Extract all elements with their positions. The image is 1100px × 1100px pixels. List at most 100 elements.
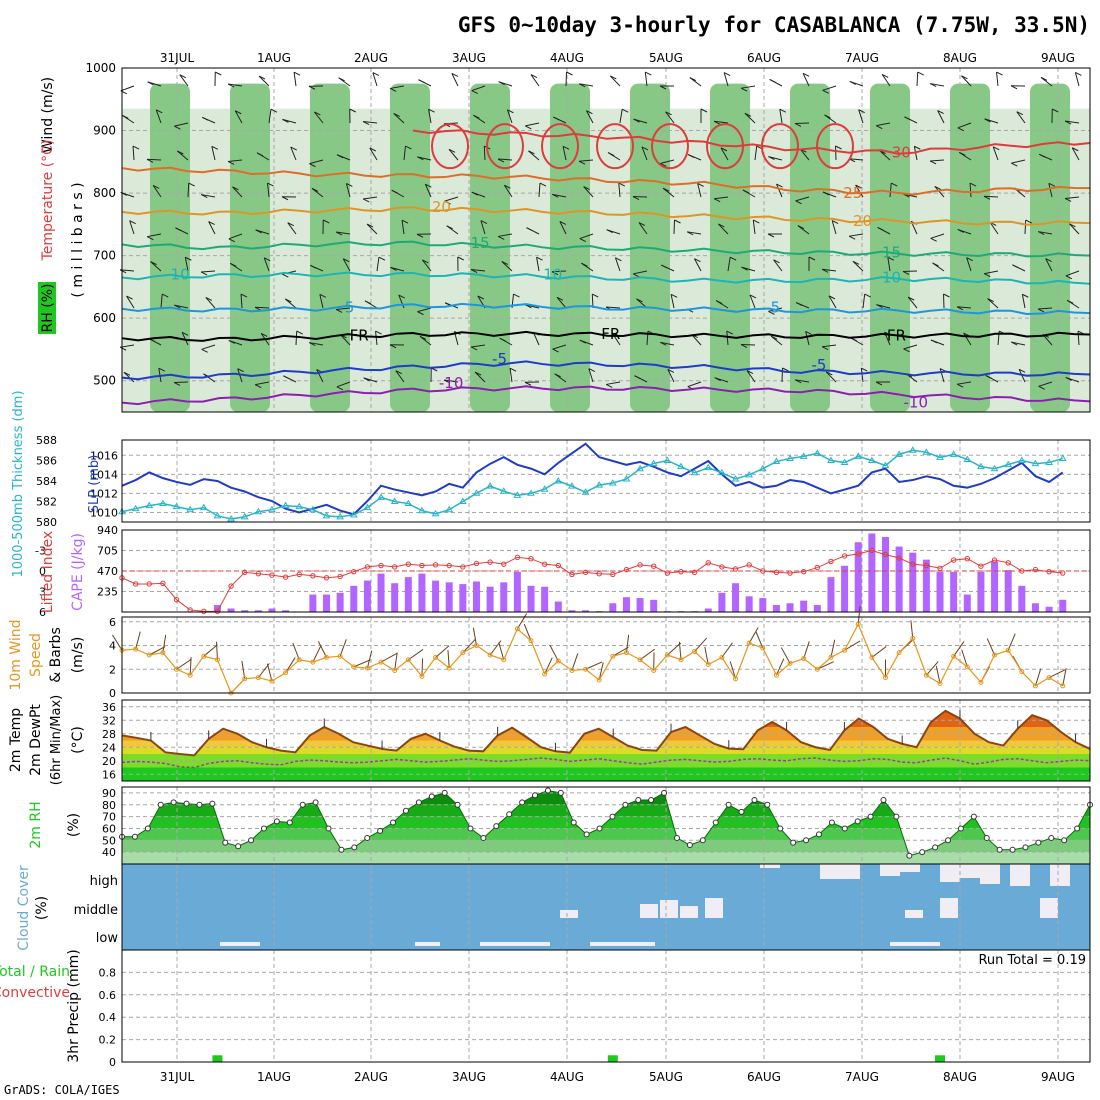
wind-barb (266, 663, 273, 682)
wind-barb (353, 659, 371, 668)
precip-bar (212, 1055, 223, 1062)
wind-barb-flag (311, 187, 319, 192)
wind-barb (687, 381, 702, 388)
wind-barb-flag (779, 108, 787, 113)
wind-barb-flag (552, 193, 559, 198)
wind-barb (267, 183, 270, 198)
wind-barb-flag (636, 298, 643, 303)
wind-barb (961, 75, 972, 87)
wind-barb-flag (638, 222, 646, 226)
high-cloud-block (840, 864, 860, 879)
wind-barb-flag (267, 182, 274, 187)
rh-color-band (122, 790, 1090, 805)
cape-bar (268, 608, 276, 612)
wind-barb-flag (890, 182, 898, 187)
wind-barb-flag (296, 330, 303, 335)
wind-barb-flag (228, 339, 235, 344)
warm-contour-cell (431, 123, 469, 170)
rh-marker (906, 852, 913, 859)
wind-barb (215, 641, 218, 660)
wind-speed-marker (405, 657, 411, 663)
wind-barb (598, 662, 604, 681)
contour-label: 20 (432, 198, 451, 216)
wind-barb-flag (181, 331, 189, 336)
wind-barb-flag (205, 296, 213, 301)
contour-label: 10 (543, 265, 562, 283)
wind-barb-flag (632, 196, 640, 200)
rh-marker (454, 801, 461, 808)
wind-barb-flag (607, 152, 615, 157)
wind-barb-flag (907, 296, 915, 301)
rh-marker (841, 825, 848, 832)
wind-barb (773, 259, 783, 272)
wind-barb-flag (660, 162, 667, 167)
lifted-index-marker (528, 556, 534, 562)
wind-barb-flag (822, 191, 830, 196)
wind-barb (779, 109, 783, 124)
thickness-marker (145, 501, 154, 509)
wind-barb-flag (805, 330, 812, 335)
rh-marker (1048, 834, 1055, 841)
lifted-index-marker (460, 564, 466, 570)
cape-panel-frame (121, 529, 1091, 613)
wind-speed-marker (828, 654, 834, 660)
wind-barb-flag (592, 293, 599, 298)
thickness-marker (349, 510, 358, 518)
precip-tick-label: 0.6 (99, 989, 117, 1002)
lifted-index-marker (446, 562, 452, 569)
lifted-index-marker (255, 571, 262, 577)
temp-tick-label: 32 (102, 714, 116, 727)
wind-barb-flag (660, 341, 667, 346)
wind-barb (498, 233, 513, 237)
wind-barb-flag (552, 348, 559, 353)
thickness-marker (799, 452, 808, 459)
dewpoint-line (121, 757, 1091, 769)
lifted-index-marker (950, 557, 957, 563)
thickness-marker (527, 489, 535, 496)
thickness-marker (772, 457, 781, 465)
wind-barb (585, 110, 594, 124)
wind-barb (187, 182, 190, 198)
wind-barb-flag (670, 293, 678, 298)
wind-barb (313, 111, 324, 124)
wind-barb (748, 627, 759, 644)
lifted-index-marker (214, 608, 221, 615)
wind-barb (717, 223, 729, 235)
wind-barb (844, 640, 861, 651)
wind-barb (754, 146, 758, 161)
cape-bar (609, 603, 617, 612)
wind-barb (795, 196, 810, 202)
wind-barb-flag (579, 238, 586, 243)
thickness-marker (1017, 456, 1026, 463)
wind-barb (618, 183, 621, 198)
warm-contour-cell (541, 123, 579, 170)
wind-barb-flag (794, 123, 802, 127)
date-label-top: 3AUG (452, 51, 486, 65)
rh-marker (428, 793, 435, 800)
wind-barb (532, 332, 540, 346)
wind-speed-marker (692, 648, 698, 654)
rh-marker (1061, 837, 1068, 844)
wind-barb (984, 270, 999, 275)
wind-unit-label: (m/s) (70, 637, 86, 674)
wind-barb (930, 83, 945, 87)
rh-marker (790, 839, 797, 846)
lifted-index-tick-label: 6 (39, 606, 46, 619)
wind-barb-flag (227, 83, 235, 88)
cape-bar (227, 608, 235, 612)
cape-bar (472, 581, 480, 612)
date-label-bottom: 4AUG (550, 1070, 584, 1084)
wind-barb-flag (338, 77, 345, 82)
rh-marker (609, 813, 616, 820)
date-label-top: 4AUG (550, 51, 584, 65)
wind-speed-marker (951, 653, 957, 659)
date-label-bottom: 31JUL (160, 1070, 195, 1084)
cloud-middle-label: middle (74, 903, 118, 918)
lifted-index-marker (651, 563, 657, 569)
wind-barb-flag (659, 85, 667, 90)
wind-speed-marker (978, 679, 984, 685)
high-cloud-block (1050, 864, 1070, 886)
chart-layer: 31JUL 31JUL 1AUG 1AUG 2AUG 2AUG 3AUG 3AUG 4AUG 4A… (0, 51, 1093, 1084)
wind-barb-flag (581, 262, 588, 267)
thickness-marker (186, 505, 195, 513)
